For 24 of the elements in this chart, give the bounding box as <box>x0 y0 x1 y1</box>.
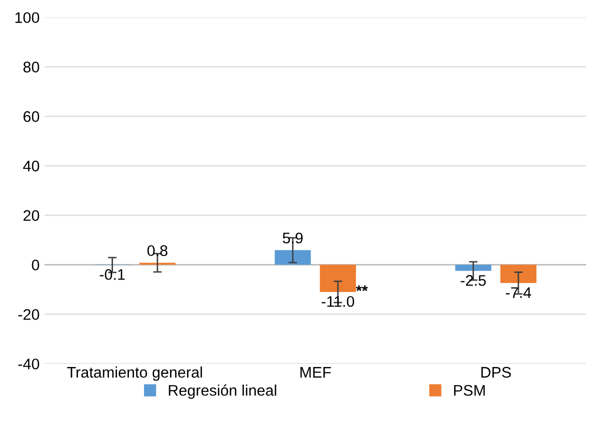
y-tick-label: -20 <box>18 309 40 320</box>
data-label: 5.9 <box>282 232 303 244</box>
y-tick-label: 80 <box>23 62 40 72</box>
y-tick-label: 0 <box>32 260 40 270</box>
annotation: ** <box>356 285 368 292</box>
data-label: -0.1 <box>100 269 125 280</box>
data-label: -11.0 <box>322 296 354 307</box>
legend-label: Regresión lineal <box>168 384 276 399</box>
data-label: -2.5 <box>460 275 486 286</box>
x-tick-label: Tratamiento general <box>67 366 202 381</box>
y-tick-label: 40 <box>23 160 40 172</box>
bar <box>500 264 536 284</box>
y-tick-label: 60 <box>24 111 40 122</box>
bar <box>274 250 311 265</box>
y-tick-label: 20 <box>24 210 40 221</box>
data-label: 0.8 <box>147 245 168 256</box>
bar <box>320 264 356 292</box>
x-tick-label: MEF <box>300 367 331 378</box>
x-tick-label: DPS <box>481 366 511 378</box>
y-tick-label: 100 <box>15 12 40 24</box>
y-tick-label: -40 <box>18 358 40 370</box>
bar <box>455 264 492 271</box>
data-label: -7.4 <box>506 287 532 298</box>
legend-label: PSM <box>454 384 485 396</box>
